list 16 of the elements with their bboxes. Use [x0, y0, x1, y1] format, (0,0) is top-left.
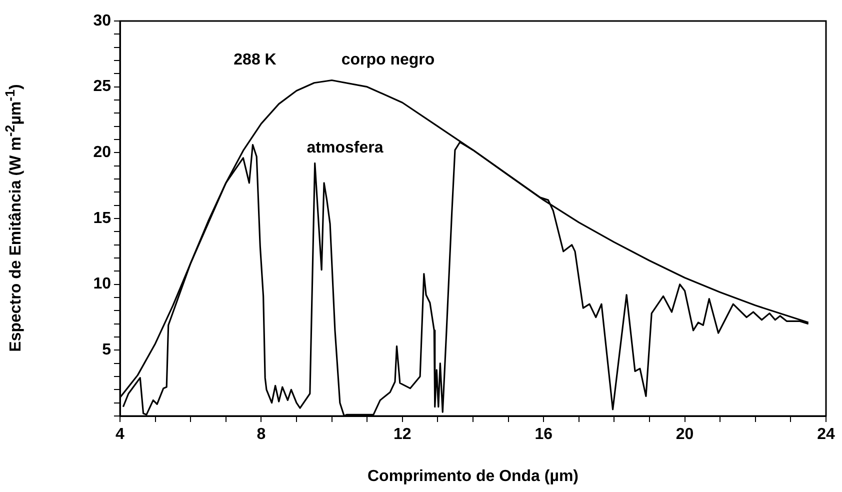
series-label: corpo negro — [341, 51, 435, 68]
y-tick-label: 10 — [93, 276, 112, 293]
x-tick-label: 16 — [534, 426, 553, 444]
annotation: 288 K — [234, 51, 277, 68]
x-axis-title: Comprimento de Onda (µm) — [366, 468, 580, 486]
y-tick-label: 30 — [93, 12, 112, 30]
x-tick-label: 4 — [116, 426, 125, 444]
x-tick-label: 24 — [817, 426, 835, 444]
x-tick-label: 12 — [394, 426, 412, 444]
y-tick-label: 15 — [93, 210, 112, 227]
y-tick-label: 5 — [102, 342, 112, 359]
series-label: atmosfera — [306, 139, 384, 156]
x-tick-label: 20 — [676, 426, 694, 444]
y-tick-label: 25 — [93, 78, 112, 96]
y-tick-label: 20 — [93, 144, 112, 162]
x-tick-label: 8 — [256, 426, 266, 444]
